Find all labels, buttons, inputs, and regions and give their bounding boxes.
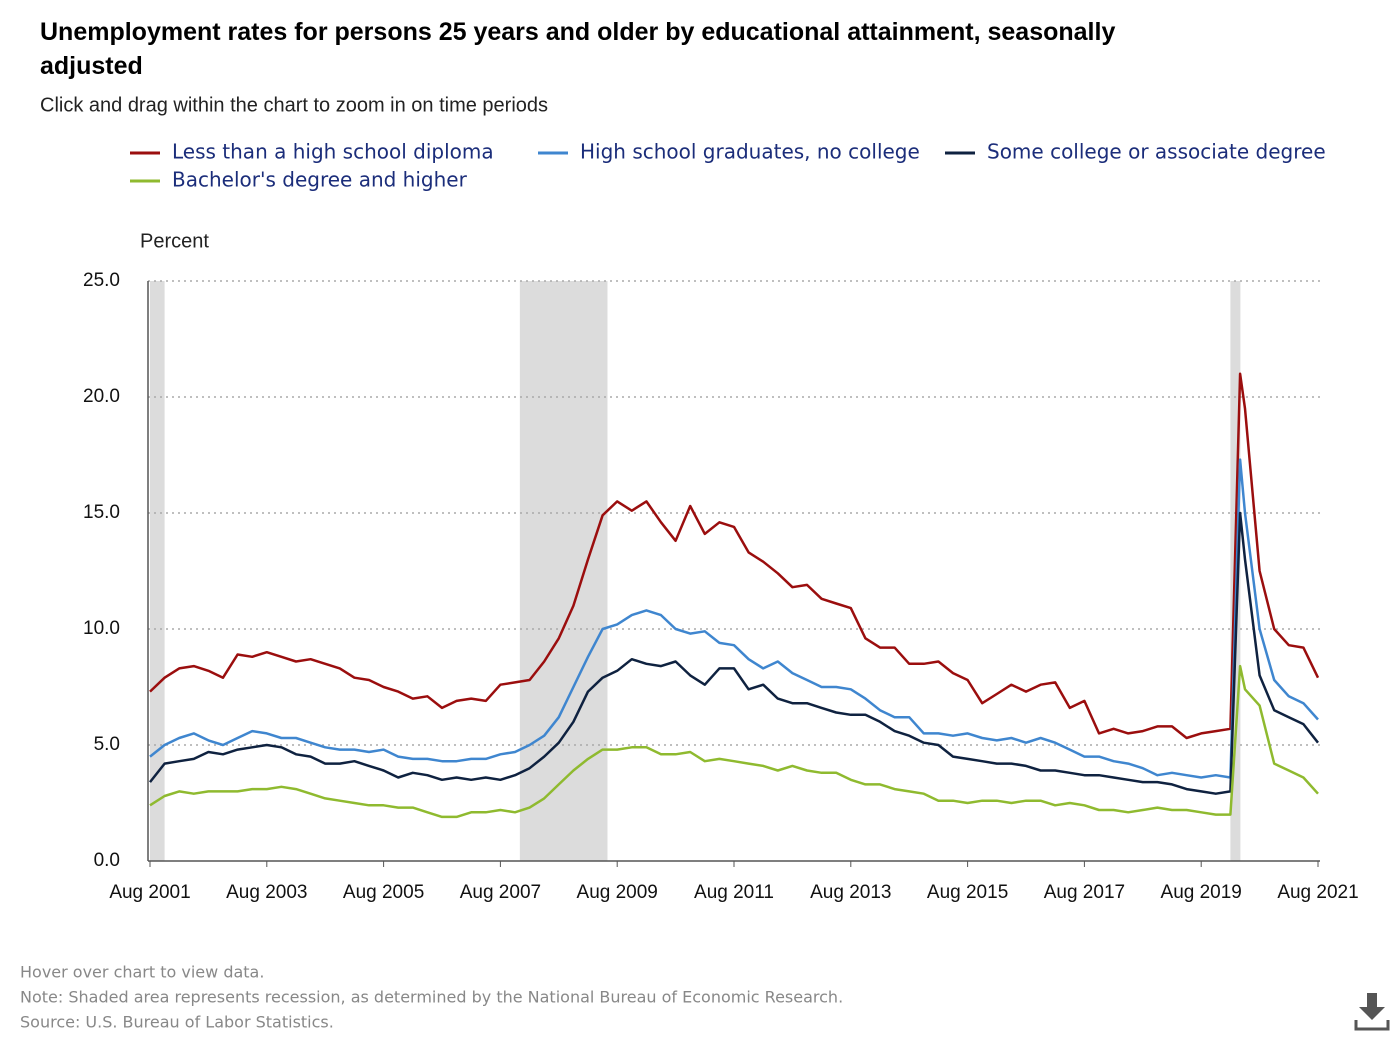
series-line: [149, 458, 1319, 779]
x-tick-label: Aug 2009: [577, 882, 658, 903]
recession-band: [150, 281, 165, 861]
series-line: [149, 511, 1319, 795]
chart-title: Unemployment rates for persons 25 years …: [40, 18, 1115, 80]
legend-label: Some college or associate degree: [987, 140, 1326, 164]
x-tick-label: Aug 2003: [226, 882, 307, 903]
x-tick-label: Aug 2001: [109, 882, 190, 903]
download-tray: [1354, 1020, 1390, 1031]
download-icon[interactable]: [1352, 990, 1392, 1032]
legend-item[interactable]: Bachelor's degree and higher: [130, 168, 468, 192]
y-tick-label: 0.0: [94, 850, 120, 871]
chart-subtitle: Click and drag within the chart to zoom …: [40, 94, 548, 116]
legend-item[interactable]: High school graduates, no college: [538, 140, 920, 164]
x-tick-label: Aug 2011: [694, 882, 774, 903]
y-tick-label: 5.0: [94, 734, 120, 755]
x-tick-label: Aug 2005: [343, 882, 424, 903]
x-tick-label: Aug 2019: [1161, 882, 1242, 903]
legend-label: High school graduates, no college: [580, 140, 920, 164]
legend-label: Bachelor's degree and higher: [172, 168, 468, 192]
footnote: Hover over chart to view data.: [20, 963, 264, 982]
y-tick-label: 10.0: [83, 618, 120, 639]
footnote: Note: Shaded area represents recession, …: [20, 988, 843, 1007]
title-line: adjusted: [40, 52, 143, 80]
y-axis-label: Percent: [140, 230, 209, 252]
legend-item[interactable]: Less than a high school diploma: [130, 140, 494, 164]
legend-item[interactable]: Some college or associate degree: [945, 140, 1326, 164]
recession-band: [519, 281, 608, 861]
x-tick-label: Aug 2015: [927, 882, 1008, 903]
x-tick-label: Aug 2013: [810, 882, 891, 903]
x-tick-label: Aug 2021: [1277, 882, 1358, 903]
download-arrow: [1359, 993, 1385, 1020]
x-tick-label: Aug 2017: [1044, 882, 1125, 903]
series-line: [149, 664, 1319, 819]
title-line: Unemployment rates for persons 25 years …: [40, 18, 1115, 46]
y-tick-label: 25.0: [83, 270, 120, 291]
x-tick-label: Aug 2007: [460, 882, 541, 903]
series-line: [149, 372, 1320, 740]
y-tick-label: 20.0: [83, 386, 120, 407]
legend-label: Less than a high school diploma: [172, 140, 494, 164]
footnote: Source: U.S. Bureau of Labor Statistics.: [20, 1013, 334, 1032]
y-tick-label: 15.0: [83, 502, 120, 523]
